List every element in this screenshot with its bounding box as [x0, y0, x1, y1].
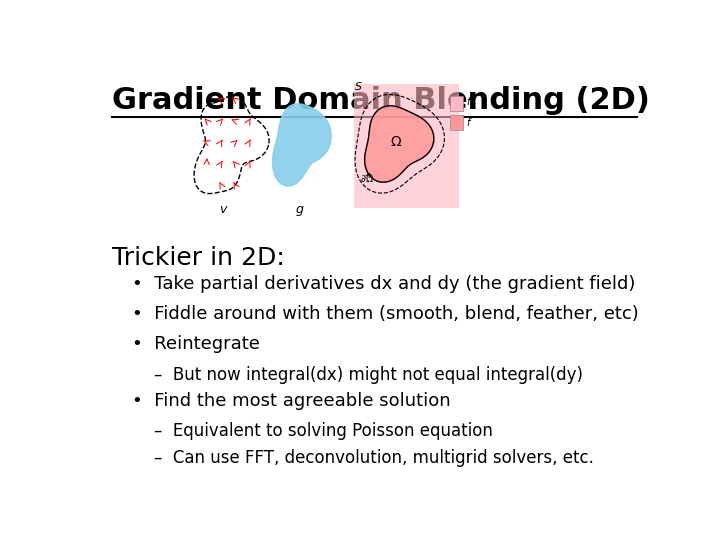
Polygon shape — [364, 106, 434, 182]
Text: S: S — [355, 83, 362, 92]
Text: Gradient Domain Blending (2D): Gradient Domain Blending (2D) — [112, 85, 650, 114]
Text: $f$: $f$ — [467, 116, 473, 127]
Text: •  Reintegrate: • Reintegrate — [132, 335, 260, 354]
Text: •  Find the most agreeable solution: • Find the most agreeable solution — [132, 392, 451, 410]
Text: •  Take partial derivatives dx and dy (the gradient field): • Take partial derivatives dx and dy (th… — [132, 275, 635, 293]
Polygon shape — [273, 104, 331, 186]
Bar — [354, 84, 459, 208]
Text: •  Fiddle around with them (smooth, blend, feather, etc): • Fiddle around with them (smooth, blend… — [132, 305, 639, 323]
Text: –  But now integral(dx) might not equal integral(dy): – But now integral(dx) might not equal i… — [154, 366, 583, 384]
Bar — [451, 96, 463, 111]
Text: –  Equivalent to solving Poisson equation: – Equivalent to solving Poisson equation — [154, 422, 493, 441]
Text: $f^*$: $f^*$ — [467, 94, 477, 108]
Text: –  Can use FFT, deconvolution, multigrid solvers, etc.: – Can use FFT, deconvolution, multigrid … — [154, 449, 594, 467]
Text: $\Omega$: $\Omega$ — [390, 135, 402, 149]
Text: v: v — [219, 202, 226, 215]
Text: g: g — [296, 202, 304, 215]
Text: $\partial\Omega$: $\partial\Omega$ — [359, 172, 374, 184]
Bar — [451, 116, 463, 130]
Text: Trickier in 2D:: Trickier in 2D: — [112, 246, 285, 269]
